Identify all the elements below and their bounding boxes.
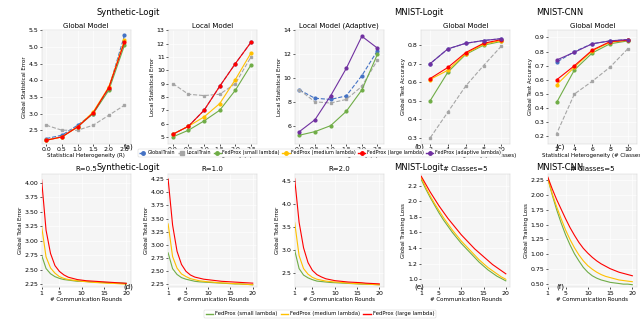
Y-axis label: Global Total Error: Global Total Error xyxy=(145,207,149,254)
Text: (e): (e) xyxy=(414,284,424,290)
Legend: FedProx (small lambda), FedProx (medium lambda), FedProx (large lambda): FedProx (small lambda), FedProx (medium … xyxy=(204,310,436,318)
Title: Global Model: Global Model xyxy=(63,23,109,28)
Text: (a): (a) xyxy=(123,143,133,150)
Title: Local Model (Adaptive): Local Model (Adaptive) xyxy=(300,23,379,29)
X-axis label: Statistical Heterogeneity (R): Statistical Heterogeneity (R) xyxy=(173,153,252,159)
Text: (d): (d) xyxy=(123,284,133,290)
Text: Synthetic-Logit: Synthetic-Logit xyxy=(96,8,160,17)
X-axis label: # Communication Rounds: # Communication Rounds xyxy=(429,297,502,302)
Y-axis label: Global Total Error: Global Total Error xyxy=(18,207,23,254)
Text: (c): (c) xyxy=(556,143,564,150)
X-axis label: Statistical Heterogeneity (# Classes): Statistical Heterogeneity (# Classes) xyxy=(415,153,516,159)
Text: MNIST-CNN: MNIST-CNN xyxy=(536,163,584,172)
Y-axis label: Global Test Accuracy: Global Test Accuracy xyxy=(528,58,533,115)
X-axis label: # Communication Rounds: # Communication Rounds xyxy=(50,297,122,302)
Y-axis label: Global Statistical Error: Global Statistical Error xyxy=(22,56,27,118)
Text: MNIST-Logit: MNIST-Logit xyxy=(395,8,444,17)
Title: R=0.5: R=0.5 xyxy=(76,166,97,172)
Y-axis label: Global Training Loss: Global Training Loss xyxy=(524,203,529,258)
Title: Global Model: Global Model xyxy=(570,23,615,28)
X-axis label: Statistical Heterogeneity (# Classes): Statistical Heterogeneity (# Classes) xyxy=(541,153,640,159)
Text: Synthetic-Logit: Synthetic-Logit xyxy=(96,163,160,172)
X-axis label: # Communication Rounds: # Communication Rounds xyxy=(177,297,249,302)
Title: R=2.0: R=2.0 xyxy=(328,166,350,172)
Y-axis label: Global Test Accuracy: Global Test Accuracy xyxy=(401,58,406,115)
X-axis label: # Communication Rounds: # Communication Rounds xyxy=(303,297,375,302)
Text: (b): (b) xyxy=(414,143,424,150)
Title: Local Model: Local Model xyxy=(192,23,234,28)
X-axis label: Statistical Heterogeneity (R): Statistical Heterogeneity (R) xyxy=(47,153,125,159)
Legend: GlobalTrain, LocalTrain, FedProx (small lambda), FedProx (medium lambda), FedPro: GlobalTrain, LocalTrain, FedProx (small … xyxy=(138,149,502,157)
Title: Global Model: Global Model xyxy=(443,23,488,28)
Title: R=1.0: R=1.0 xyxy=(202,166,223,172)
X-axis label: # Communication Rounds: # Communication Rounds xyxy=(556,297,628,302)
Text: MNIST-CNN: MNIST-CNN xyxy=(536,8,584,17)
Text: (f): (f) xyxy=(556,284,564,290)
Y-axis label: Global Training Loss: Global Training Loss xyxy=(401,203,406,258)
Y-axis label: Global Total Error: Global Total Error xyxy=(275,207,280,254)
Y-axis label: Local Statistical Error: Local Statistical Error xyxy=(277,58,282,116)
Title: # Classes=5: # Classes=5 xyxy=(570,166,614,172)
Title: # Classes=5: # Classes=5 xyxy=(444,166,488,172)
Text: MNIST-Logit: MNIST-Logit xyxy=(395,163,444,172)
X-axis label: Statistical Heterogeneity (R): Statistical Heterogeneity (R) xyxy=(300,153,378,159)
Y-axis label: Local Statistical Error: Local Statistical Error xyxy=(150,58,156,116)
